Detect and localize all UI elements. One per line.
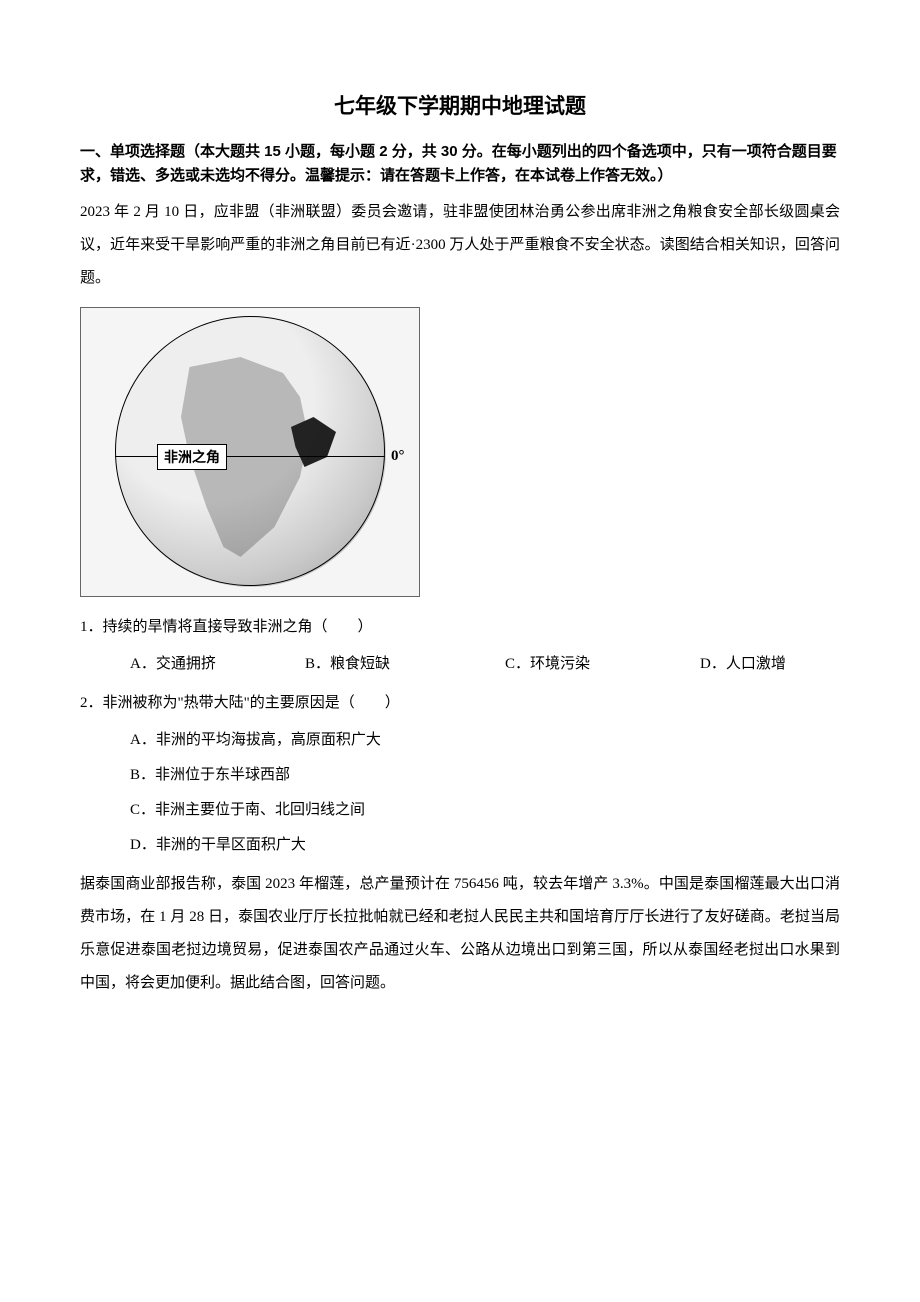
map-label-box: 非洲之角	[157, 444, 227, 470]
q1-option-a: A．交通拥挤	[130, 648, 305, 681]
passage-2: 据泰国商业部报告称，泰国 2023 年榴莲，总产量预计在 756456 吨，较去…	[80, 868, 840, 1000]
question-1-stem: 1．持续的旱情将直接导致非洲之角（ ）	[80, 611, 840, 644]
q2-option-b: B．非洲位于东半球西部	[130, 759, 840, 792]
q2-option-d: D．非洲的干旱区面积广大	[130, 829, 840, 862]
q1-option-c: C．环境污染	[505, 648, 700, 681]
exam-title: 七年级下学期期中地理试题	[80, 90, 840, 120]
q2-option-a: A．非洲的平均海拔高，高原面积广大	[130, 724, 840, 757]
question-2-options: A．非洲的平均海拔高，高原面积广大 B．非洲位于东半球西部 C．非洲主要位于南、…	[80, 724, 840, 862]
globe-outline	[115, 316, 385, 586]
section-header: 一、单项选择题（本大题共 15 小题，每小题 2 分，共 30 分。在每小题列出…	[80, 140, 840, 188]
q2-option-c: C．非洲主要位于南、北回归线之间	[130, 794, 840, 827]
question-1-options: A．交通拥挤 B．粮食短缺 C．环境污染 D．人口激增	[80, 648, 840, 681]
map-figure: 非洲之角 0°	[80, 307, 420, 597]
passage-1: 2023 年 2 月 10 日，应非盟（非洲联盟）委员会邀请，驻非盟使团林治勇公…	[80, 196, 840, 295]
question-2-stem: 2．非洲被称为"热带大陆"的主要原因是（ ）	[80, 687, 840, 720]
q1-option-d: D．人口激增	[700, 648, 786, 681]
equator-line	[115, 456, 385, 457]
equator-label: 0°	[391, 448, 405, 465]
q1-option-b: B．粮食短缺	[305, 648, 505, 681]
